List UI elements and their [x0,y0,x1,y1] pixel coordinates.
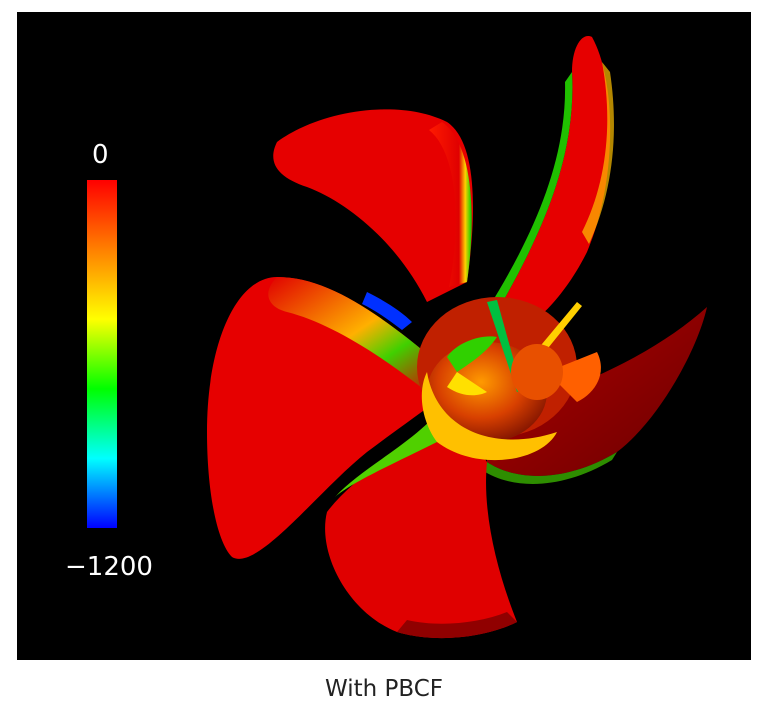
hub-collar-green [447,336,497,372]
blade-bottom-dark [397,612,517,639]
blade-left-blue-spot [362,292,412,330]
blade-top-left [273,109,473,302]
pbcf-cap [511,344,563,400]
blade-top-left-green-band [429,122,472,287]
colorbar-min-label: −1200 [65,552,153,582]
blade-back-right-edge [482,452,617,484]
hub-collar [421,372,557,461]
blade-top-right-yellow [582,62,614,244]
figure-caption: With PBCF [324,676,444,702]
pbcf-fin-3 [547,352,601,402]
figure-frame: 0 −1200 [17,12,751,660]
blade-top-right [497,36,611,332]
blade-back-right [487,307,707,476]
blade-left-green [268,277,437,392]
colorbar-max-label: 0 [92,140,109,170]
blade-bottom [325,402,517,639]
propeller-render [207,36,707,639]
pbcf-fin-4 [447,372,487,396]
colorbar-gradient [87,180,117,528]
colorbar [87,180,117,528]
